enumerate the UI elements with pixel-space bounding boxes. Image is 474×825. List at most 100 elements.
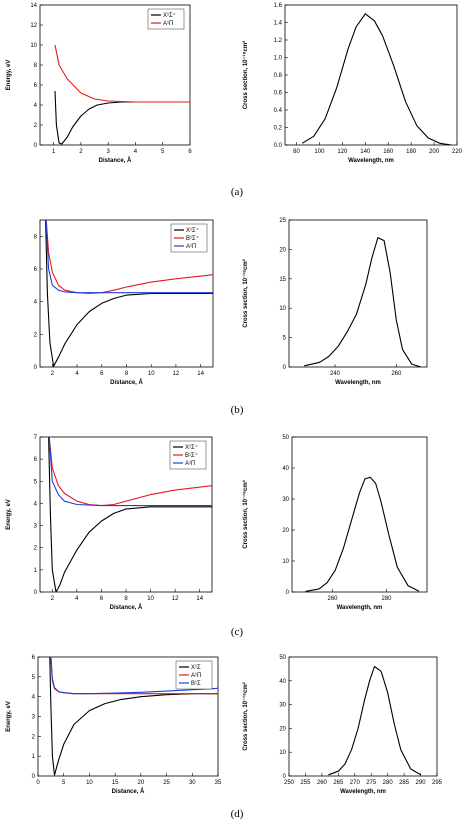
legend-label: A¹Π: [163, 21, 173, 27]
y-axis-label: Cross section, 10⁻¹⁸cm²: [242, 682, 249, 750]
x-tick-label: 260: [317, 780, 328, 786]
legend-label: A¹Π: [186, 244, 196, 250]
x-tick-label: 160: [383, 149, 394, 155]
x-tick-label: 220: [452, 149, 463, 155]
y-tick-label: 0: [283, 774, 287, 780]
x-tick-label: 35: [215, 780, 222, 786]
plot-frame: [288, 219, 428, 368]
y-axis-label: Cross section, 10⁻¹⁸cm²: [242, 41, 249, 109]
y-tick-label: 1.0: [274, 56, 283, 62]
y-tick-label: 7: [34, 435, 38, 441]
series-line-1: [305, 476, 420, 592]
x-axis-label: Distance, Å: [110, 604, 143, 611]
y-axis-label: Cross section, 10⁻¹⁸cm²: [242, 259, 249, 327]
y-tick-label: 20: [282, 528, 289, 534]
y-axis-label: Energy, eV: [6, 60, 12, 91]
chart-d-cross-section: 250 255 260 265 270 275 280 285 290 295 0 10 20 30 40 5…: [242, 655, 443, 795]
y-tick-label: 20: [279, 247, 286, 253]
chart-d-energy: 0 5 10 15 20 25 30 35 0 1 2 3 4 5 6 Distance, Å Energy, …: [6, 655, 222, 795]
x-axis-label: Wavelength, nm: [335, 380, 381, 386]
x-tick-label: 1: [52, 149, 56, 155]
series-line-2: [54, 44, 190, 103]
y-tick-label: 10: [279, 306, 286, 312]
y-tick-label: 2: [32, 734, 36, 740]
x-axis-label: Wavelength, nm: [340, 789, 386, 795]
y-tick-label: 15: [279, 277, 286, 283]
x-tick-label: 10: [86, 780, 93, 786]
y-tick-label: 2: [34, 332, 38, 338]
x-tick-label: 2: [79, 149, 83, 155]
y-tick-label: 0.8: [274, 73, 283, 79]
series-line-3: [50, 657, 218, 695]
x-tick-label: 0: [36, 780, 40, 786]
y-tick-label: 20: [279, 726, 286, 732]
x-tick-label: 255: [300, 780, 311, 786]
y-tick-label: 5: [283, 336, 287, 342]
y-tick-label: 50: [282, 435, 289, 441]
y-tick-label: 1.6: [274, 3, 283, 9]
y-tick-label: 4: [34, 501, 38, 507]
legend-label: X¹Σ⁺: [185, 444, 198, 451]
y-axis-label: Energy, eV: [6, 701, 12, 732]
y-tick-label: 6: [34, 267, 38, 273]
x-tick-label: 5: [161, 149, 165, 155]
x-tick-label: 290: [416, 780, 427, 786]
x-tick-label: 265: [333, 780, 344, 786]
x-tick-label: 6: [188, 149, 192, 155]
x-tick-label: 270: [350, 780, 361, 786]
y-tick-label: 10: [30, 43, 37, 49]
x-tick-label: 10: [147, 596, 154, 602]
x-tick-label: 20: [138, 780, 145, 786]
y-tick-label: 4: [34, 103, 38, 109]
series-line-1: [45, 220, 213, 367]
plot-frame: [39, 4, 191, 146]
x-tick-label: 6: [100, 596, 104, 602]
x-tick-label: 260: [391, 371, 402, 377]
y-tick-label: 25: [279, 218, 286, 224]
y-tick-label: 0: [34, 365, 38, 371]
y-tick-label: 6: [34, 83, 38, 89]
series-line-1: [48, 437, 212, 592]
x-tick-label: 4: [75, 371, 79, 377]
chart-a-cross-section: 80 100 120 140 160 180 200 220 0.0 0.2 0.4 0.6 0.8 1.…: [242, 3, 463, 164]
x-tick-label: 200: [429, 149, 440, 155]
x-tick-label: 2: [51, 371, 55, 377]
x-tick-label: 280: [381, 596, 392, 602]
y-tick-label: 0: [283, 365, 287, 371]
legend-label: B¹Σ⁺: [185, 452, 198, 459]
x-tick-label: 30: [189, 780, 196, 786]
x-tick-label: 100: [314, 149, 325, 155]
y-tick-label: 1.2: [274, 38, 283, 44]
y-tick-label: 2: [34, 123, 38, 129]
x-tick-label: 180: [406, 149, 417, 155]
x-tick-label: 25: [163, 780, 170, 786]
x-tick-label: 8: [125, 371, 129, 377]
y-tick-label: 5: [32, 675, 36, 681]
y-tick-label: 0: [34, 143, 38, 149]
chart-c-cross-section: 260 280 0 10 20 30 40 50 Wavelength, nm Cross sec…: [242, 435, 428, 611]
y-tick-label: 8: [34, 63, 38, 69]
plot-frame: [288, 656, 438, 777]
y-tick-label: 0.4: [274, 108, 283, 114]
x-tick-label: 12: [172, 596, 179, 602]
series-line-3: [48, 437, 212, 507]
y-tick-label: 10: [279, 750, 286, 756]
x-tick-label: 3: [107, 149, 111, 155]
x-tick-label: 14: [196, 596, 203, 602]
plot-frame: [284, 4, 458, 146]
x-tick-label: 240: [330, 371, 341, 377]
series-line-1: [328, 665, 421, 776]
legend-label: B¹Σ⁺: [186, 235, 199, 242]
y-tick-label: 0: [34, 590, 38, 596]
y-tick-label: 4: [34, 300, 38, 306]
y-tick-label: 0.6: [274, 91, 283, 97]
series-line-3: [45, 220, 213, 294]
y-tick-label: 30: [279, 703, 286, 709]
legend-label: X¹Σ⁺: [163, 12, 176, 19]
plot-frame: [291, 436, 428, 593]
caption-b: (b): [230, 404, 244, 416]
y-tick-label: 14: [30, 3, 37, 9]
y-tick-label: 2: [34, 546, 38, 552]
chart-b-cross-section: 240 260 0 5 10 15 20 25 Wavelength, nm Cross sect…: [242, 218, 428, 386]
